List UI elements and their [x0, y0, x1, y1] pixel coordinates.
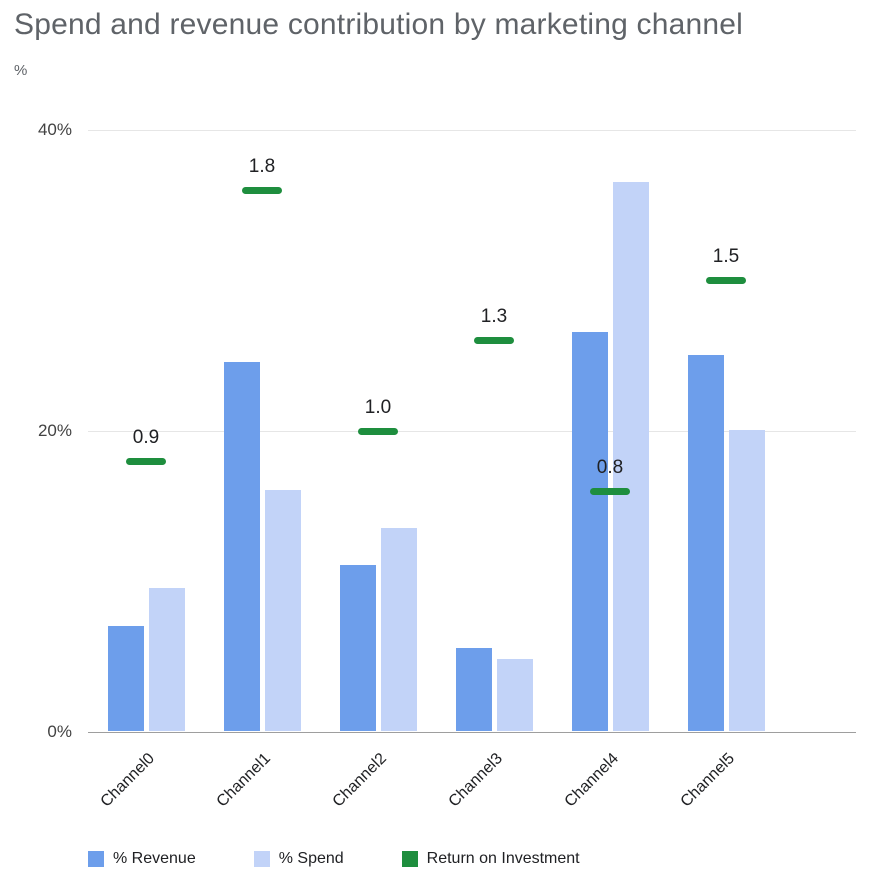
bar-spend[interactable]	[612, 181, 649, 731]
legend-item: % Revenue	[88, 850, 196, 868]
plot-area: 0.9 Channel0 1.8 Channel1 1.0 Channel2 1.3 Chan…	[88, 129, 856, 810]
bar-revenue[interactable]	[339, 565, 376, 731]
x-axis-label: Channel3	[445, 750, 507, 811]
bar-spend[interactable]	[496, 658, 533, 731]
roi-value-label: 1.5	[712, 246, 740, 267]
roi-value-label: 1.8	[248, 155, 276, 177]
roi-marker[interactable]	[474, 337, 514, 345]
roi-value-label: 0.8	[596, 456, 624, 478]
legend-item: % Spend	[253, 850, 344, 868]
bar-revenue[interactable]	[455, 648, 492, 731]
y-axis-unit-label: %	[14, 62, 28, 79]
bar-spend[interactable]	[264, 490, 301, 731]
bar-revenue[interactable]	[571, 332, 608, 731]
roi-value-label: 0.9	[132, 426, 160, 448]
bar-revenue[interactable]	[107, 625, 144, 731]
legend-label: Return on Investment	[426, 850, 580, 867]
y-tick-label: 20%	[37, 421, 72, 440]
y-axis: 0% 20% 40%	[0, 120, 80, 741]
legend-swatch	[253, 851, 270, 867]
roi-marker[interactable]	[242, 186, 282, 194]
x-axis-label: Channel0	[97, 750, 159, 811]
x-axis-label: Channel2	[329, 750, 391, 811]
y-tick-label: 0%	[47, 722, 72, 741]
chart-title: Spend and revenue contribution by market…	[14, 8, 744, 41]
legend: % Revenue % Spend Return on Investment	[88, 850, 580, 868]
roi-marker[interactable]	[590, 487, 630, 495]
x-axis-label: Channel5	[677, 750, 739, 811]
legend-label: % Revenue	[113, 850, 196, 867]
roi-marker[interactable]	[358, 427, 398, 435]
roi-value-label: 1.0	[364, 396, 392, 418]
x-axis-label: Channel1	[213, 750, 275, 811]
roi-marker[interactable]	[126, 457, 166, 465]
legend-swatch	[401, 851, 418, 867]
bar-revenue[interactable]	[223, 362, 260, 731]
y-tick-label: 40%	[37, 120, 72, 139]
x-axis-baseline	[88, 731, 856, 733]
bar-spend[interactable]	[148, 588, 185, 731]
bar-spend[interactable]	[380, 527, 417, 731]
legend-label: % Spend	[278, 850, 344, 867]
grid-line	[88, 430, 856, 432]
legend-swatch	[88, 851, 104, 867]
legend-item: Return on Investment	[401, 850, 580, 868]
bar-spend[interactable]	[728, 430, 765, 731]
roi-value-label: 1.3	[480, 306, 508, 328]
roi-marker[interactable]	[706, 277, 746, 284]
bar-revenue[interactable]	[687, 354, 724, 731]
x-axis-label: Channel4	[561, 750, 623, 811]
grid-line	[88, 129, 856, 131]
